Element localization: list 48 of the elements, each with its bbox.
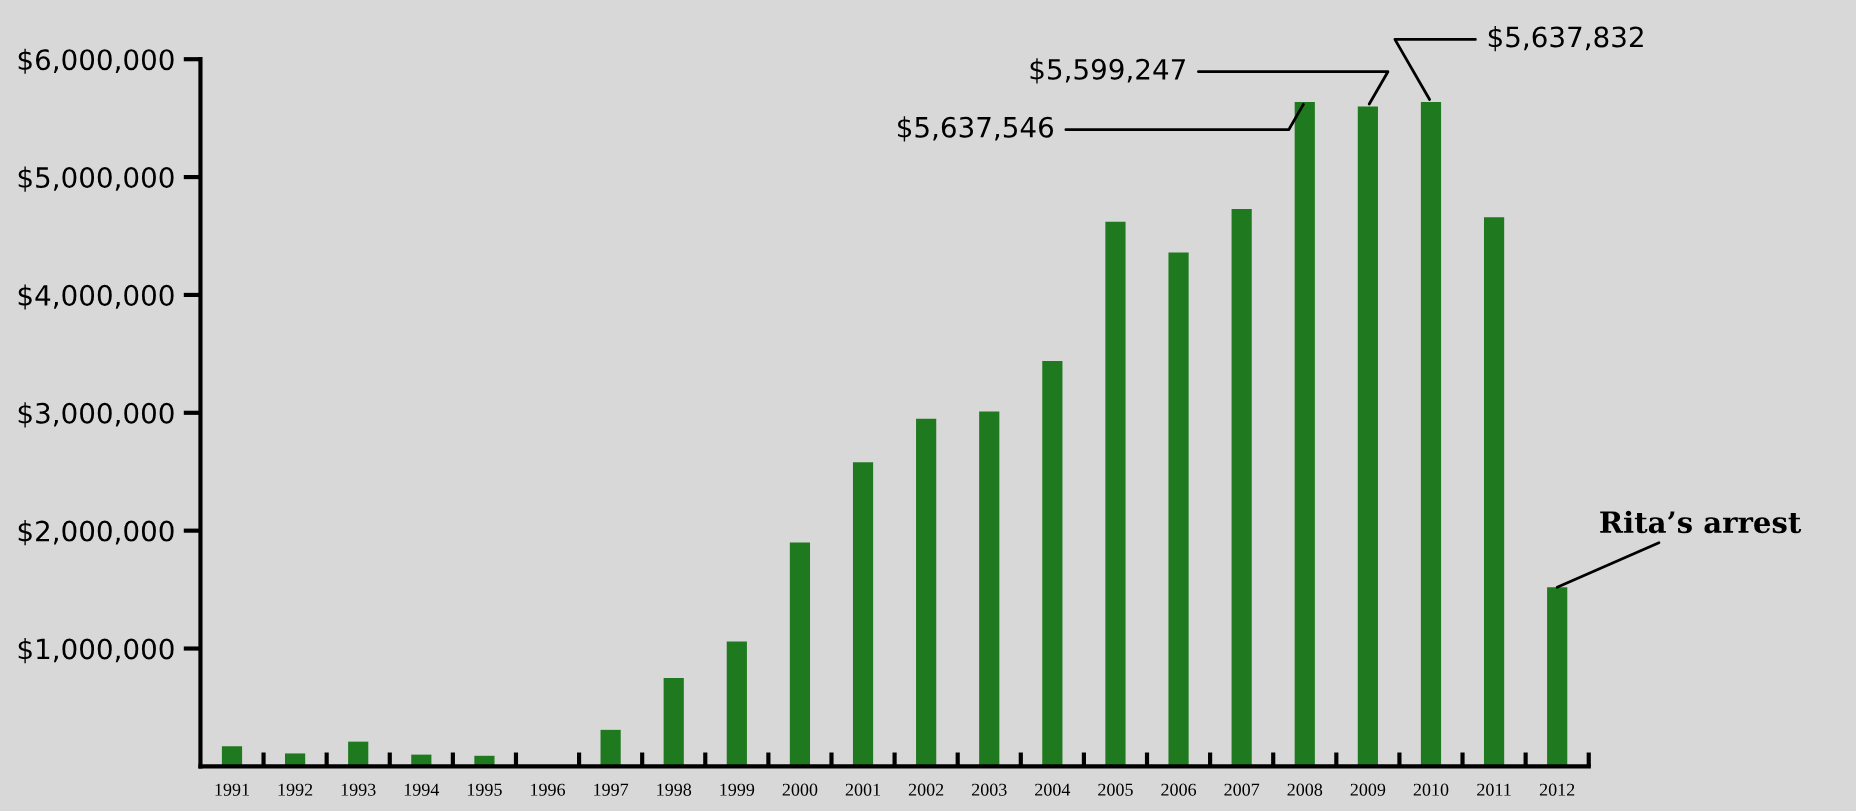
- bar: [979, 411, 1000, 767]
- bar: [600, 729, 621, 767]
- data-label: $5,637,546: [898, 116, 1054, 142]
- bar: [1357, 106, 1378, 767]
- bar: [1042, 360, 1063, 767]
- x-tick-label: 1994: [404, 783, 440, 796]
- x-tick-label: 1997: [594, 783, 629, 796]
- x-tick-label: 1998: [657, 783, 692, 796]
- bar: [663, 678, 684, 767]
- x-tick-label: 2000: [782, 783, 818, 796]
- bar: [852, 462, 874, 767]
- y-tick-label: $1,000,000: [18, 637, 174, 664]
- x-tick-label: 2004: [1035, 783, 1071, 796]
- y-tick-label: $5,000,000: [18, 166, 174, 192]
- x-tick-label: 2007: [1224, 783, 1260, 796]
- annotation: Rita’s arrest: [1600, 510, 1802, 534]
- bar: [1547, 587, 1568, 767]
- bar: [1168, 252, 1189, 767]
- y-tick-label: $2,000,000: [18, 520, 174, 546]
- data-label: $5,599,247: [1030, 58, 1185, 84]
- bar: [1294, 101, 1315, 767]
- x-tick-label: 2011: [1477, 783, 1511, 796]
- x-tick-label: 2009: [1350, 783, 1386, 796]
- y-tick-label: $6,000,000: [18, 48, 174, 74]
- x-tick-label: 2006: [1161, 783, 1197, 796]
- x-tick-label: 2005: [1098, 783, 1133, 796]
- x-tick-label: 2003: [971, 783, 1007, 796]
- x-tick-label: 1992: [278, 783, 313, 796]
- x-tick-label: 2002: [908, 783, 944, 796]
- x-tick-label: 1991: [215, 783, 249, 796]
- data-label: $5,637,832: [1488, 25, 1643, 52]
- y-tick-label: $3,000,000: [18, 402, 174, 428]
- y-tick-label: $4,000,000: [18, 284, 174, 310]
- x-tick-label: 1995: [467, 783, 502, 796]
- bar: [726, 641, 747, 767]
- x-tick-label: 2010: [1413, 783, 1449, 796]
- x-tick-label: 1999: [720, 783, 755, 796]
- bar: [1483, 217, 1505, 767]
- x-tick-label: 2001: [845, 783, 881, 796]
- bar: [1105, 221, 1126, 767]
- bar: [1420, 101, 1442, 767]
- x-tick-label: 1993: [341, 783, 376, 796]
- x-tick-label: 2012: [1539, 783, 1575, 796]
- x-tick-label: 2008: [1287, 783, 1323, 796]
- x-tick-label: 1996: [531, 783, 566, 796]
- bar: [1231, 208, 1252, 767]
- bar: [789, 542, 811, 767]
- bar: [916, 418, 937, 767]
